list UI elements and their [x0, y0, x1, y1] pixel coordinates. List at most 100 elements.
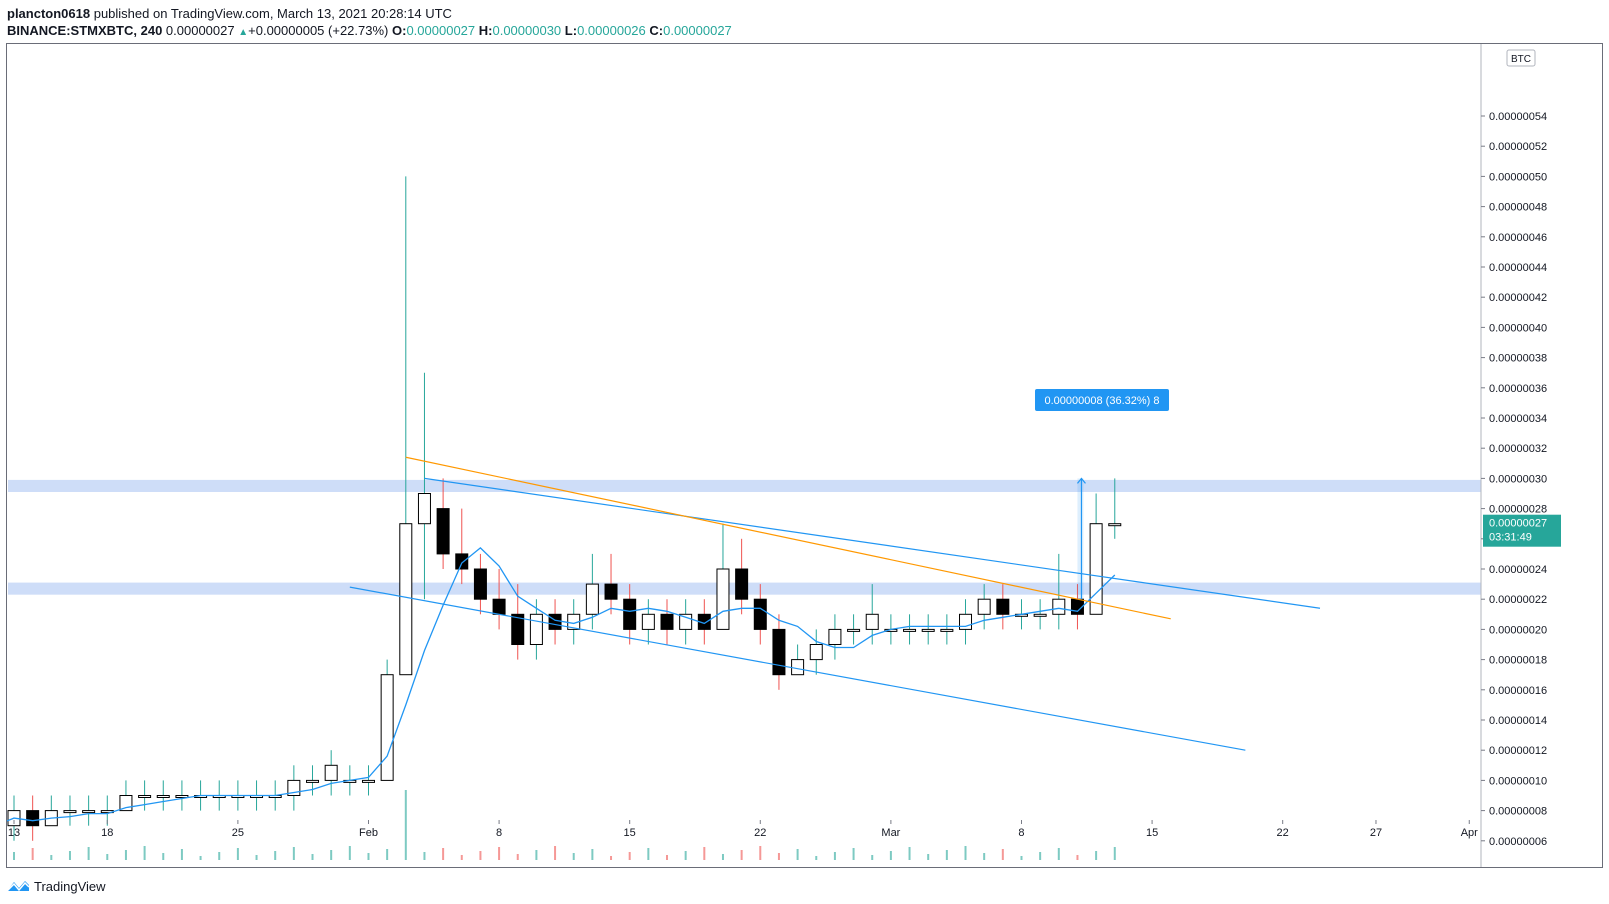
candle-body: [455, 553, 469, 570]
price-tick-label: 0.00000006: [1489, 836, 1547, 848]
channel-lower-line: [349, 586, 1246, 751]
price-tick-label: 0.00000032: [1489, 443, 1547, 455]
price-tick-label: 0.00000008: [1489, 806, 1547, 818]
volume-bar: [666, 855, 668, 860]
orange-trend-line: [405, 456, 1171, 620]
low-label: L:: [564, 23, 578, 38]
volume-bar: [292, 847, 295, 860]
price-tick-label: 0.00000020: [1489, 624, 1547, 636]
volume-bars: [13, 790, 1116, 860]
price-tick-label: 0.00000054: [1489, 111, 1547, 123]
currency-box: [1506, 49, 1536, 67]
last-price-tag: [1483, 514, 1561, 547]
price-tick-label: 0.00000052: [1489, 141, 1547, 153]
measure-label-box: [1035, 389, 1169, 411]
candle-body: [1033, 613, 1047, 617]
volume-bar: [983, 853, 986, 860]
candle-body: [791, 659, 805, 676]
price-tick-label: 0.00000030: [1489, 473, 1547, 485]
volume-bar: [87, 847, 90, 860]
volume-bar: [255, 855, 258, 860]
volume-bar: [610, 856, 613, 860]
countdown-label: 03:31:49: [1489, 532, 1532, 544]
chart-header: plancton0618 published on TradingView.co…: [7, 5, 732, 41]
volume-bar: [31, 848, 34, 860]
volume-bar: [927, 854, 930, 860]
volume-bar: [423, 852, 426, 860]
volume-bar: [759, 846, 762, 860]
candle-body: [753, 598, 767, 630]
volume-bar: [647, 848, 650, 860]
volume-bar: [1039, 852, 1042, 860]
time-tick-label: Apr: [1461, 827, 1478, 839]
measure-label: 0.00000008 (36.32%) 8: [1045, 395, 1160, 407]
volume-bar: [367, 853, 370, 860]
candle-body: [492, 598, 506, 615]
volume-bar: [1001, 849, 1004, 860]
time-tick-label: Mar: [881, 827, 900, 839]
candle-body: [903, 628, 917, 632]
candle-body: [865, 613, 879, 630]
candle-body: [772, 628, 786, 676]
price-chart[interactable]: 0.00000008 (36.32%) 8 0.000000540.000000…: [7, 44, 1602, 867]
time-tick-label: 15: [624, 827, 636, 839]
tradingview-logo-icon: [6, 881, 30, 892]
volume-bar: [1020, 856, 1023, 860]
price-tick-label: 0.00000036: [1489, 383, 1547, 395]
price-tick-label: 0.00000048: [1489, 202, 1547, 214]
chart-frame[interactable]: 0.00000008 (36.32%) 8 0.00000054 0.000000…: [6, 43, 1603, 868]
time-axis: 13 18 25 Feb 8 15 22 Mar 8 15 22 27 Apr: [8, 820, 1478, 839]
volume-bar: [498, 847, 501, 860]
price-tick-label: 0.00000034: [1489, 413, 1547, 425]
price-tick-label: 0.00000038: [1489, 353, 1547, 365]
volume-bar: [945, 850, 948, 860]
open-label: O:: [392, 23, 407, 38]
volume-bar: [1076, 855, 1079, 860]
footer: TradingView: [6, 876, 106, 896]
volume-bar: [871, 855, 874, 860]
publish-line: plancton0618 published on TradingView.co…: [7, 5, 732, 22]
candle-body: [324, 764, 338, 781]
time-tick-label: 25: [232, 827, 244, 839]
volume-bar: [180, 849, 183, 860]
volume-bar: [777, 853, 780, 860]
candle-body: [417, 493, 431, 525]
candles: [7, 176, 1122, 841]
close-value: 0.00000027: [663, 23, 732, 38]
symbol-label[interactable]: BINANCE:STMXBTC, 240: [7, 23, 163, 38]
candle-body: [529, 613, 543, 645]
candle-body: [716, 568, 730, 630]
candle-body: [585, 583, 599, 615]
volume-bar: [460, 855, 463, 860]
price-tick-label: 0.00000024: [1489, 564, 1547, 576]
time-tick-label: 18: [101, 827, 113, 839]
price-axis: 0.00000054 0.00000052 0.00000050 0.00000048…: [1480, 44, 1561, 867]
currency-label: BTC: [1511, 54, 1531, 65]
volume-bar: [311, 854, 314, 860]
candle-body: [809, 644, 823, 661]
candle-body: [306, 779, 320, 783]
open-value: 0.00000027: [406, 23, 476, 38]
price-tick-label: 0.00000044: [1489, 262, 1547, 274]
last-price: 0.00000027: [165, 23, 235, 38]
price-tick-label: 0.00000010: [1489, 775, 1547, 787]
volume-bar: [852, 848, 855, 860]
volume-bar: [404, 790, 407, 860]
price-tick-label: 0.00000022: [1489, 594, 1547, 606]
low-value: 0.00000026: [577, 23, 646, 38]
price-tick-label: 0.00000050: [1489, 171, 1547, 183]
volume-bar: [330, 850, 333, 860]
volume-bar: [236, 848, 239, 860]
trend-lines: [349, 456, 1321, 751]
price-tick-label: 0.00000016: [1489, 685, 1547, 697]
volume-bar: [740, 850, 743, 860]
volume-bar: [535, 850, 538, 860]
footer-brand[interactable]: TradingView: [34, 878, 106, 894]
volume-bar: [889, 851, 892, 860]
volume-bar: [684, 851, 687, 860]
author-name[interactable]: plancton0618: [7, 6, 91, 21]
candle-body: [380, 674, 394, 781]
volume-bar: [1057, 848, 1060, 860]
candle-body: [641, 613, 655, 630]
volume-bar: [386, 849, 389, 860]
